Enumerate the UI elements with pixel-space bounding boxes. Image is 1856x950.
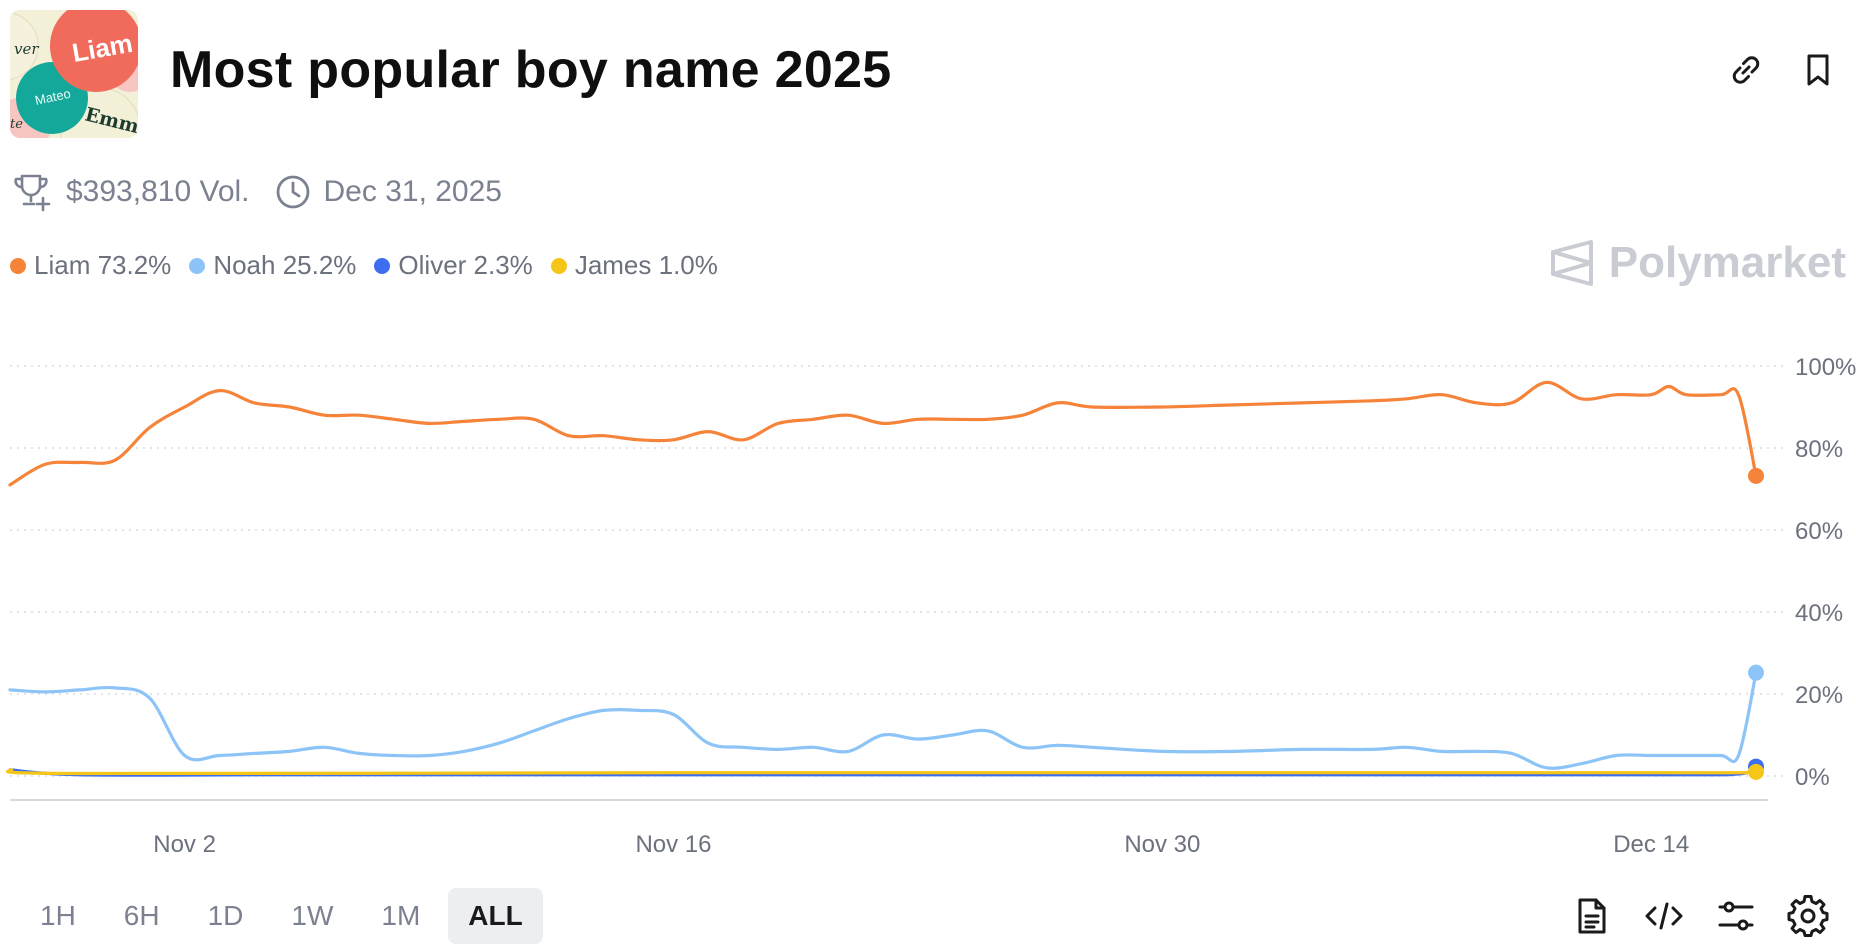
gear-icon[interactable]	[1786, 894, 1830, 938]
legend-dot-oliver	[374, 257, 391, 274]
code-icon[interactable]	[1642, 894, 1686, 938]
link-icon[interactable]	[1726, 50, 1766, 90]
volume-stat: $393,810 Vol.	[10, 170, 250, 214]
polymarket-logo-icon	[1550, 240, 1593, 286]
legend-item-james[interactable]: James 1.0%	[550, 250, 718, 281]
legend-label-liam: Liam 73.2%	[34, 250, 172, 280]
legend-dot-james	[550, 257, 567, 274]
document-icon[interactable]	[1570, 894, 1614, 938]
svg-text:Mateo: Mateo	[34, 86, 72, 108]
chart-series	[5, 380, 1758, 777]
chart-grid	[10, 365, 1784, 777]
market-meta: $393,810 Vol. Dec 31, 2025	[10, 170, 526, 214]
thumbnail-art: ver Liam Mateo Emma te	[10, 10, 138, 138]
y-tick-label: 60%	[1795, 518, 1843, 545]
series-endpoint-liam	[1748, 467, 1764, 484]
range-1h-button[interactable]: 1H	[20, 888, 96, 944]
time-range-selector: 1H 6H 1D 1W 1M ALL	[20, 888, 551, 944]
range-6h-button[interactable]: 6H	[104, 888, 180, 944]
series-line-noah	[8, 671, 1758, 770]
legend-dot-liam	[10, 257, 26, 274]
legend-label-oliver: Oliver 2.3%	[398, 250, 533, 280]
sliders-icon[interactable]	[1714, 894, 1758, 938]
series-endpoint-noah	[1748, 664, 1764, 681]
range-1d-button[interactable]: 1D	[188, 888, 264, 944]
page-title: Most popular boy name 2025	[170, 41, 892, 99]
legend-item-noah[interactable]: Noah 25.2%	[189, 250, 356, 281]
series-line-oliver	[8, 765, 1758, 777]
legend-label-noah: Noah 25.2%	[213, 250, 357, 280]
x-axis: Nov 2 Nov 16 Nov 30 Dec 14	[153, 831, 1689, 858]
range-all-button[interactable]: ALL	[448, 888, 543, 944]
series-line-liam	[8, 380, 1758, 487]
series-endpoints	[1748, 467, 1764, 780]
x-tick-label: Dec 14	[1613, 831, 1689, 858]
legend-item-liam[interactable]: Liam 73.2%	[10, 250, 171, 281]
volume-text: $393,810 Vol.	[66, 175, 250, 208]
range-1m-button[interactable]: 1M	[361, 888, 440, 944]
market-thumbnail: ver Liam Mateo Emma te	[10, 10, 138, 138]
y-tick-label: 40%	[1795, 600, 1843, 627]
x-tick-label: Nov 16	[635, 831, 711, 858]
series-line-james	[5, 768, 1758, 776]
trophy-icon	[14, 174, 51, 212]
y-tick-label: 100%	[1795, 354, 1856, 381]
end-date-text: Dec 31, 2025	[323, 175, 502, 208]
y-axis: 100% 80% 60% 40% 20% 0%	[1795, 354, 1856, 791]
chart-legend: Liam 73.2% Noah 25.2% Oliver 2.3% James …	[10, 250, 736, 281]
svg-text:te: te	[10, 117, 23, 132]
x-tick-label: Nov 2	[153, 831, 216, 858]
clock-icon	[276, 175, 309, 209]
brand-name: Polymarket	[1608, 238, 1846, 287]
y-tick-label: 80%	[1795, 436, 1843, 463]
x-tick-label: Nov 30	[1124, 831, 1200, 858]
y-tick-label: 20%	[1795, 682, 1843, 709]
legend-label-james: James 1.0%	[574, 250, 718, 280]
legend-dot-noah	[189, 257, 206, 274]
range-1w-button[interactable]: 1W	[271, 888, 353, 944]
polymarket-watermark: Polymarket	[1549, 238, 1846, 288]
end-date-stat: Dec 31, 2025	[274, 173, 502, 211]
svg-text:ver: ver	[14, 40, 39, 58]
price-history-chart[interactable]: 100% 80% 60% 40% 20% 0% Nov 2 Nov 16 Nov 30 Dec …	[0, 330, 1856, 860]
bookmark-icon[interactable]	[1798, 50, 1838, 90]
y-tick-label: 0%	[1795, 764, 1830, 791]
series-endpoint-james	[1748, 763, 1764, 780]
legend-item-oliver[interactable]: Oliver 2.3%	[374, 250, 533, 281]
